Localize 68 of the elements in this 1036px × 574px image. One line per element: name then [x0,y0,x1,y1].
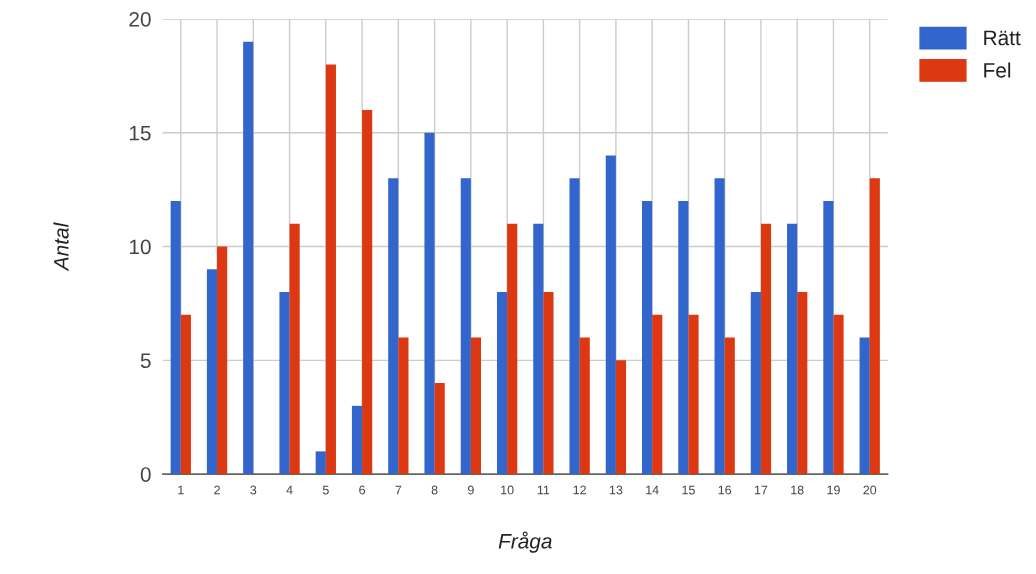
bar [642,201,653,475]
bar [533,223,544,475]
x-tick-label: 11 [537,485,550,495]
bar [460,178,471,475]
bar [760,223,772,475]
bar [388,178,399,475]
bar [569,178,580,475]
y-axis-title: Antal [53,222,69,272]
y-tick-label: 20 [129,11,151,27]
x-tick-label: 1 [178,485,184,495]
bar [496,292,508,475]
bar [170,201,181,475]
bar [279,292,290,475]
x-tick-label: 20 [863,485,877,495]
y-tick-label: 10 [129,239,151,255]
bar [615,360,627,475]
x-tick-label: 9 [467,485,474,495]
bar [243,41,254,475]
x-tick-label: 7 [395,485,402,495]
bar [688,314,699,475]
x-tick-label: 10 [501,485,514,495]
bar [750,292,761,475]
bar [678,201,689,475]
bar [206,269,218,475]
x-tick-label: 12 [573,485,586,495]
legend-label: Fel [984,62,1011,78]
x-tick-label: 13 [609,485,623,495]
bar [362,109,373,475]
x-tick-label: 17 [754,485,768,495]
x-tick-label: 3 [250,485,257,495]
bar [724,337,735,475]
bar [869,178,880,475]
x-tick-label: 14 [646,485,659,495]
bar [605,155,616,475]
bar [787,223,798,475]
y-tick-label: 15 [129,125,151,141]
x-axis-title: Fråga [498,531,552,553]
bar [833,314,844,475]
bar [424,132,435,475]
bar [507,223,518,475]
bar [289,223,300,475]
x-tick-label: 16 [718,485,732,495]
bar [579,337,590,475]
bar [180,314,191,475]
bar [398,337,409,475]
bar [315,451,326,475]
bar [823,201,834,475]
bar [714,178,725,475]
bar [325,64,336,475]
bar [470,337,482,475]
bar [434,383,445,475]
x-tick-label: 15 [682,485,695,495]
x-tick-label: 5 [322,485,329,495]
bar [543,292,554,475]
bar [351,405,363,475]
x-tick-label: 2 [214,485,220,495]
y-tick-label: 5 [140,353,151,369]
x-tick-label: 19 [827,485,840,495]
legend-label: Rätt [984,30,1021,46]
bar [652,314,663,475]
y-tick-label: 0 [140,467,151,482]
bar [859,337,870,475]
x-tick-label: 4 [286,485,293,495]
bar [797,292,808,475]
x-tick-label: 8 [431,485,438,495]
x-tick-label: 18 [791,485,804,495]
x-tick-label: 6 [359,485,366,495]
bar [217,246,228,475]
